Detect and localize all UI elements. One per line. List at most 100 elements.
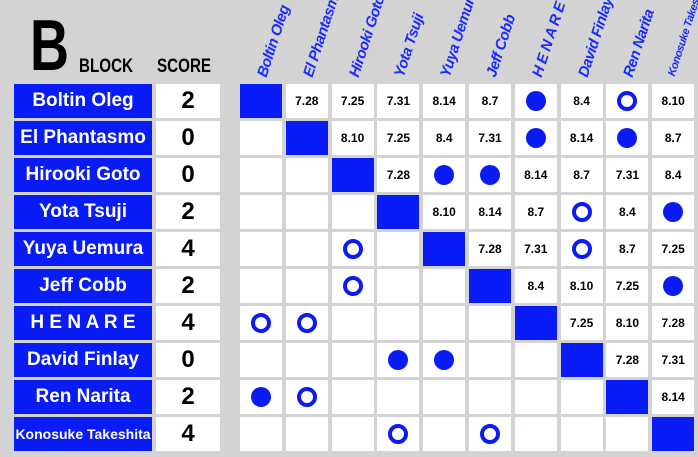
result-cell bbox=[377, 417, 420, 451]
empty-cell bbox=[514, 380, 557, 414]
result-cell bbox=[606, 84, 649, 118]
empty-cell bbox=[331, 417, 374, 451]
wrestler-score: 2 bbox=[156, 269, 220, 303]
filled-circle-icon bbox=[525, 128, 546, 148]
wrestler-score: 4 bbox=[156, 306, 220, 340]
empty-cell bbox=[240, 343, 282, 377]
empty-cell bbox=[331, 343, 374, 377]
result-cell bbox=[240, 380, 282, 414]
filled-circle-icon bbox=[388, 350, 409, 370]
filled-circle-icon bbox=[525, 91, 546, 111]
wrestler-score: 4 bbox=[156, 417, 220, 451]
empty-cell bbox=[377, 232, 420, 266]
open-circle-icon bbox=[342, 239, 363, 259]
empty-cell bbox=[285, 158, 328, 192]
result-cell bbox=[285, 380, 328, 414]
match-date: 7.28 bbox=[285, 84, 328, 118]
match-date: 8.4 bbox=[606, 195, 649, 229]
self-cell bbox=[423, 232, 466, 266]
self-cell bbox=[560, 343, 603, 377]
wrestler-score: 2 bbox=[156, 380, 220, 414]
match-date: 8.7 bbox=[652, 121, 695, 155]
open-circle-icon bbox=[296, 313, 317, 333]
result-cell bbox=[469, 158, 511, 192]
empty-cell bbox=[285, 195, 328, 229]
self-cell bbox=[240, 84, 282, 118]
match-date: 8.14 bbox=[652, 380, 695, 414]
wrestler-name: Ren Narita bbox=[14, 380, 152, 414]
empty-cell bbox=[606, 417, 649, 451]
empty-cell bbox=[331, 380, 374, 414]
open-circle-icon bbox=[388, 424, 409, 444]
wrestler-name: Jeff Cobb bbox=[14, 269, 152, 303]
filled-circle-icon bbox=[663, 202, 684, 222]
match-date: 8.10 bbox=[331, 121, 374, 155]
wrestler-name: Yuya Uemura bbox=[14, 232, 152, 266]
empty-cell bbox=[514, 343, 557, 377]
empty-cell bbox=[240, 269, 282, 303]
wrestler-score: 0 bbox=[156, 121, 220, 155]
filled-circle-icon bbox=[617, 128, 638, 148]
empty-cell bbox=[240, 158, 282, 192]
wrestler-score: 0 bbox=[156, 158, 220, 192]
empty-cell bbox=[285, 343, 328, 377]
block-letter: B bbox=[30, 6, 69, 86]
result-cell bbox=[560, 232, 603, 266]
filled-circle-icon bbox=[251, 387, 271, 407]
wrestler-score: 4 bbox=[156, 232, 220, 266]
result-cell bbox=[469, 417, 511, 451]
empty-cell bbox=[469, 343, 511, 377]
wrestler-name: Hirooki Goto bbox=[14, 158, 152, 192]
wrestler-name: El Phantasmo bbox=[14, 121, 152, 155]
result-cell bbox=[331, 232, 374, 266]
match-date: 8.7 bbox=[469, 84, 511, 118]
match-date: 7.31 bbox=[469, 121, 511, 155]
match-date: 7.25 bbox=[377, 121, 420, 155]
filled-circle-icon bbox=[434, 165, 455, 185]
match-date: 8.4 bbox=[560, 84, 603, 118]
empty-cell bbox=[469, 306, 511, 340]
self-cell bbox=[652, 417, 695, 451]
match-date: 8.7 bbox=[560, 158, 603, 192]
match-date: 7.25 bbox=[331, 84, 374, 118]
filled-circle-icon bbox=[434, 350, 455, 370]
empty-cell bbox=[240, 195, 282, 229]
empty-cell bbox=[285, 269, 328, 303]
match-date: 8.10 bbox=[423, 195, 466, 229]
open-circle-icon bbox=[571, 202, 592, 222]
match-date: 7.31 bbox=[514, 232, 557, 266]
result-cell bbox=[606, 121, 649, 155]
self-cell bbox=[606, 380, 649, 414]
filled-circle-icon bbox=[663, 276, 684, 296]
empty-cell bbox=[331, 306, 374, 340]
self-cell bbox=[514, 306, 557, 340]
empty-cell bbox=[469, 380, 511, 414]
match-date: 8.10 bbox=[560, 269, 603, 303]
wrestler-score: 2 bbox=[156, 195, 220, 229]
block-label: BLOCK bbox=[79, 56, 134, 77]
result-cell bbox=[652, 269, 695, 303]
match-date: 7.28 bbox=[469, 232, 511, 266]
match-date: 8.14 bbox=[514, 158, 557, 192]
result-cell bbox=[331, 269, 374, 303]
open-circle-icon bbox=[617, 91, 638, 111]
match-date: 8.10 bbox=[606, 306, 649, 340]
result-cell bbox=[560, 195, 603, 229]
empty-cell bbox=[285, 232, 328, 266]
match-date: 7.28 bbox=[377, 158, 420, 192]
match-date: 7.31 bbox=[606, 158, 649, 192]
result-cell bbox=[285, 306, 328, 340]
empty-cell bbox=[423, 269, 466, 303]
match-date: 7.28 bbox=[606, 343, 649, 377]
wrestler-score: 0 bbox=[156, 343, 220, 377]
empty-cell bbox=[423, 380, 466, 414]
open-circle-icon bbox=[296, 387, 317, 407]
score-header: SCORE bbox=[157, 56, 212, 77]
match-date: 7.25 bbox=[606, 269, 649, 303]
open-circle-icon bbox=[571, 239, 592, 259]
match-date: 8.7 bbox=[606, 232, 649, 266]
wrestler-name: Konosuke Takeshita bbox=[14, 417, 152, 451]
match-date: 8.7 bbox=[514, 195, 557, 229]
open-circle-icon bbox=[342, 276, 363, 296]
match-date: 7.25 bbox=[652, 232, 695, 266]
